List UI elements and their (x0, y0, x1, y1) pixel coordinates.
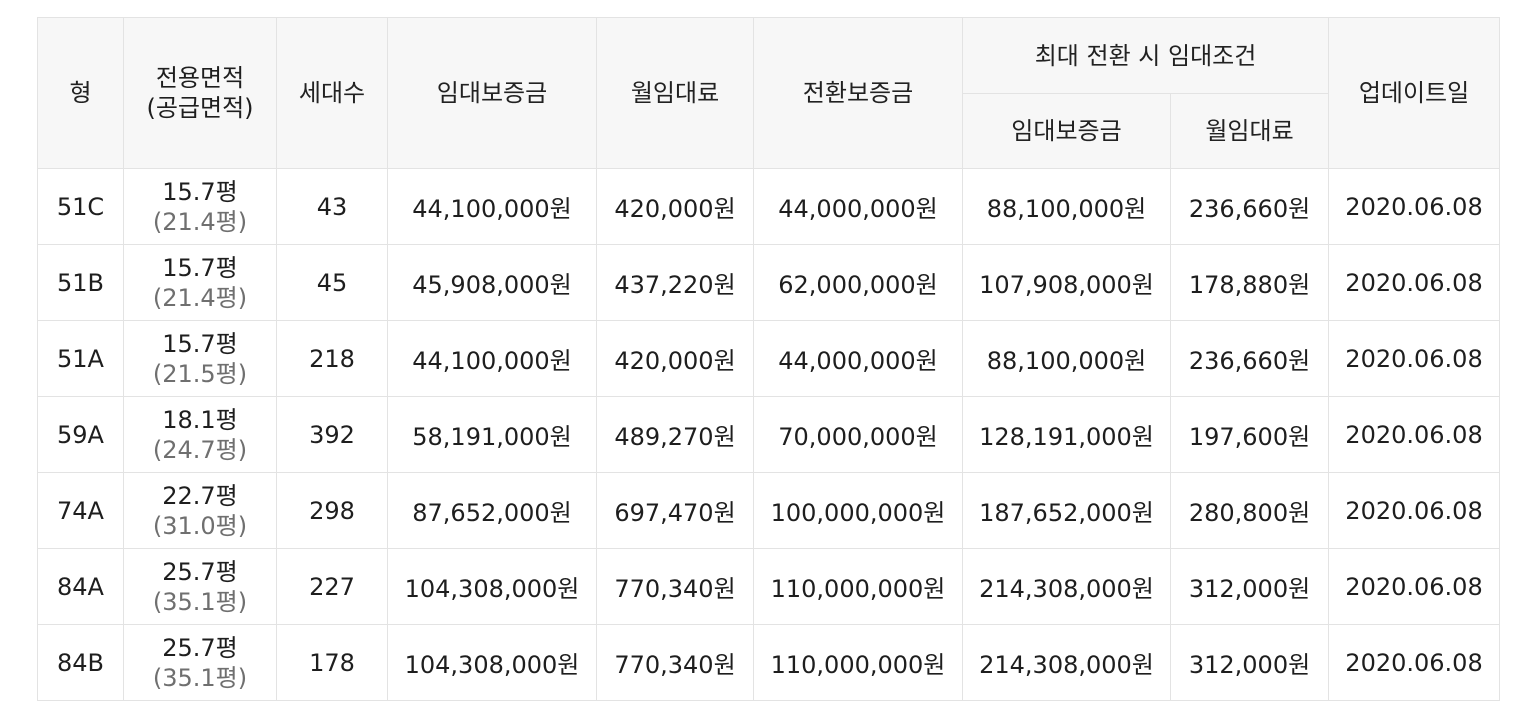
cell-deposit: 45,908,000원 (387, 244, 597, 321)
cell-type: 51A (37, 320, 124, 397)
cell-area-exclusive: 18.1평 (162, 405, 238, 434)
cell-area: 15.7평 (21.5평) (123, 320, 277, 397)
cell-conversion-deposit: 110,000,000원 (753, 624, 963, 701)
cell-deposit: 104,308,000원 (387, 624, 597, 701)
cell-area-supply: (31.0평) (152, 511, 248, 540)
cell-conversion-deposit: 44,000,000원 (753, 320, 963, 397)
cell-monthly-rent: 420,000원 (596, 320, 754, 397)
cell-max-monthly-rent: 236,660원 (1169, 168, 1330, 245)
cell-conversion-deposit: 100,000,000원 (753, 472, 963, 549)
cell-area-exclusive: 22.7평 (162, 481, 238, 510)
cell-type: 51B (37, 244, 124, 321)
cell-type: 74A (37, 472, 124, 549)
cell-area: 22.7평 (31.0평) (123, 472, 277, 549)
cell-max-deposit: 187,652,000원 (962, 472, 1171, 549)
cell-households: 178 (276, 624, 388, 701)
header-max-deposit: 임대보증금 (962, 93, 1171, 169)
header-max-monthly-rent: 월임대료 (1169, 93, 1330, 169)
cell-monthly-rent: 697,470원 (596, 472, 754, 549)
cell-updated: 2020.06.08 (1328, 244, 1501, 321)
cell-max-monthly-rent: 312,000원 (1169, 624, 1330, 701)
cell-monthly-rent: 489,270원 (596, 396, 754, 473)
cell-area-exclusive: 15.7평 (162, 177, 238, 206)
cell-updated: 2020.06.08 (1328, 472, 1501, 549)
cell-area-exclusive: 25.7평 (162, 633, 238, 662)
cell-area-supply: (35.1평) (152, 587, 248, 616)
cell-updated: 2020.06.08 (1328, 168, 1501, 245)
header-area-exclusive: 전용면적 (155, 64, 245, 92)
cell-deposit: 44,100,000원 (387, 168, 597, 245)
rental-conditions-table: 형 전용면적 (공급면적) 세대수 임대보증금 월임대료 전환보증금 최대 전환… (37, 17, 1501, 701)
cell-max-deposit: 214,308,000원 (962, 548, 1171, 625)
cell-max-deposit: 214,308,000원 (962, 624, 1171, 701)
cell-monthly-rent: 420,000원 (596, 168, 754, 245)
cell-updated: 2020.06.08 (1328, 624, 1501, 701)
cell-area-supply: (21.4평) (152, 207, 248, 236)
cell-conversion-deposit: 70,000,000원 (753, 396, 963, 473)
table-row: 51B 15.7평 (21.4평) 45 45,908,000원 437,220… (37, 244, 1501, 321)
header-area-supply: (공급면적) (146, 94, 254, 122)
cell-area-exclusive: 15.7평 (162, 253, 238, 282)
cell-max-deposit: 88,100,000원 (962, 320, 1171, 397)
table-header: 형 전용면적 (공급면적) 세대수 임대보증금 월임대료 전환보증금 최대 전환… (37, 17, 1501, 169)
cell-max-monthly-rent: 280,800원 (1169, 472, 1330, 549)
header-type: 형 (37, 17, 124, 169)
cell-households: 218 (276, 320, 388, 397)
cell-conversion-deposit: 62,000,000원 (753, 244, 963, 321)
cell-updated: 2020.06.08 (1328, 320, 1501, 397)
cell-max-monthly-rent: 236,660원 (1169, 320, 1330, 397)
cell-deposit: 87,652,000원 (387, 472, 597, 549)
cell-households: 43 (276, 168, 388, 245)
table-row: 84A 25.7평 (35.1평) 227 104,308,000원 770,3… (37, 548, 1501, 625)
header-updated: 업데이트일 (1328, 17, 1501, 169)
cell-max-monthly-rent: 178,880원 (1169, 244, 1330, 321)
cell-area: 15.7평 (21.4평) (123, 244, 277, 321)
cell-area-exclusive: 15.7평 (162, 329, 238, 358)
cell-area: 25.7평 (35.1평) (123, 548, 277, 625)
cell-area: 15.7평 (21.4평) (123, 168, 277, 245)
cell-type: 51C (37, 168, 124, 245)
header-conversion-deposit: 전환보증금 (753, 17, 963, 169)
cell-households: 392 (276, 396, 388, 473)
header-area: 전용면적 (공급면적) (123, 17, 277, 169)
cell-area: 18.1평 (24.7평) (123, 396, 277, 473)
cell-monthly-rent: 770,340원 (596, 624, 754, 701)
cell-area-exclusive: 25.7평 (162, 557, 238, 586)
cell-area-supply: (21.4평) (152, 283, 248, 312)
cell-type: 84B (37, 624, 124, 701)
cell-conversion-deposit: 44,000,000원 (753, 168, 963, 245)
cell-households: 298 (276, 472, 388, 549)
cell-households: 227 (276, 548, 388, 625)
table-body: 51C 15.7평 (21.4평) 43 44,100,000원 420,000… (37, 168, 1501, 701)
cell-type: 59A (37, 396, 124, 473)
cell-conversion-deposit: 110,000,000원 (753, 548, 963, 625)
header-monthly-rent: 월임대료 (596, 17, 754, 169)
cell-area-supply: (35.1평) (152, 663, 248, 692)
cell-area: 25.7평 (35.1평) (123, 624, 277, 701)
cell-type: 84A (37, 548, 124, 625)
cell-max-deposit: 107,908,000원 (962, 244, 1171, 321)
cell-max-monthly-rent: 312,000원 (1169, 548, 1330, 625)
cell-deposit: 104,308,000원 (387, 548, 597, 625)
table-row: 59A 18.1평 (24.7평) 392 58,191,000원 489,27… (37, 396, 1501, 473)
cell-area-supply: (24.7평) (152, 435, 248, 464)
table-row: 51C 15.7평 (21.4평) 43 44,100,000원 420,000… (37, 168, 1501, 245)
cell-deposit: 58,191,000원 (387, 396, 597, 473)
header-households: 세대수 (276, 17, 388, 169)
table-row: 51A 15.7평 (21.5평) 218 44,100,000원 420,00… (37, 320, 1501, 397)
cell-updated: 2020.06.08 (1328, 548, 1501, 625)
table-row: 74A 22.7평 (31.0평) 298 87,652,000원 697,47… (37, 472, 1501, 549)
cell-monthly-rent: 437,220원 (596, 244, 754, 321)
header-max-conversion-group: 최대 전환 시 임대조건 (961, 17, 1330, 94)
cell-monthly-rent: 770,340원 (596, 548, 754, 625)
table-row: 84B 25.7평 (35.1평) 178 104,308,000원 770,3… (37, 624, 1501, 701)
cell-households: 45 (276, 244, 388, 321)
cell-updated: 2020.06.08 (1328, 396, 1501, 473)
header-deposit: 임대보증금 (387, 17, 597, 169)
cell-area-supply: (21.5평) (152, 359, 248, 388)
cell-deposit: 44,100,000원 (387, 320, 597, 397)
cell-max-monthly-rent: 197,600원 (1169, 396, 1330, 473)
cell-max-deposit: 88,100,000원 (962, 168, 1171, 245)
cell-max-deposit: 128,191,000원 (962, 396, 1171, 473)
